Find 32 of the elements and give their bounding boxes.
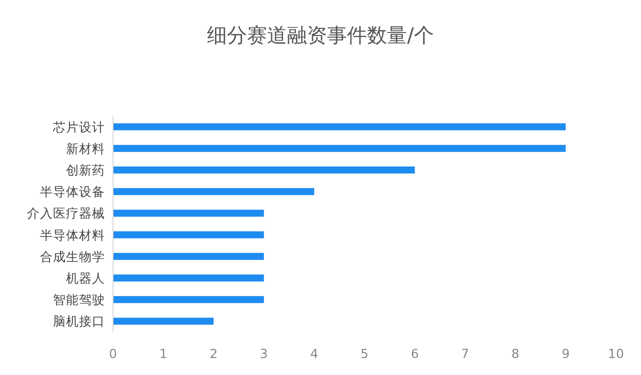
y-tick-label: 脑机接口 xyxy=(53,314,105,329)
y-tick-label: 机器人 xyxy=(66,270,105,286)
bar xyxy=(113,318,214,325)
x-tick-label: 1 xyxy=(159,346,168,361)
x-tick-label: 3 xyxy=(260,346,268,361)
chart-title: 细分赛道融资事件数量/个 xyxy=(207,23,434,47)
y-tick-label: 半导体设备 xyxy=(40,184,105,200)
y-tick-label: 新材料 xyxy=(66,140,105,156)
x-tick-label: 7 xyxy=(461,346,470,361)
y-tick-label: 芯片设计 xyxy=(52,119,105,134)
x-tick-label: 9 xyxy=(562,346,570,361)
bar xyxy=(113,188,314,196)
bar xyxy=(113,252,264,260)
x-tick-label: 2 xyxy=(210,346,218,361)
x-tick-label: 8 xyxy=(511,346,520,361)
bar xyxy=(113,274,264,282)
bar xyxy=(113,144,566,152)
y-tick-label: 介入医疗器械 xyxy=(27,206,105,221)
x-tick-label: 4 xyxy=(310,346,318,361)
bar xyxy=(113,123,566,130)
bar xyxy=(113,210,264,217)
x-tick-label: 0 xyxy=(109,346,118,361)
bar xyxy=(113,166,415,174)
y-tick-label: 智能驾驶 xyxy=(53,292,105,308)
bar xyxy=(113,296,264,304)
x-tick-label: 10 xyxy=(608,346,624,361)
y-tick-label: 创新药 xyxy=(66,162,105,178)
x-tick-label: 5 xyxy=(360,346,368,361)
x-tick-label: 6 xyxy=(410,346,419,361)
y-tick-label: 半导体材料 xyxy=(40,227,105,242)
y-tick-label: 合成生物学 xyxy=(40,248,105,264)
bar xyxy=(113,231,264,238)
